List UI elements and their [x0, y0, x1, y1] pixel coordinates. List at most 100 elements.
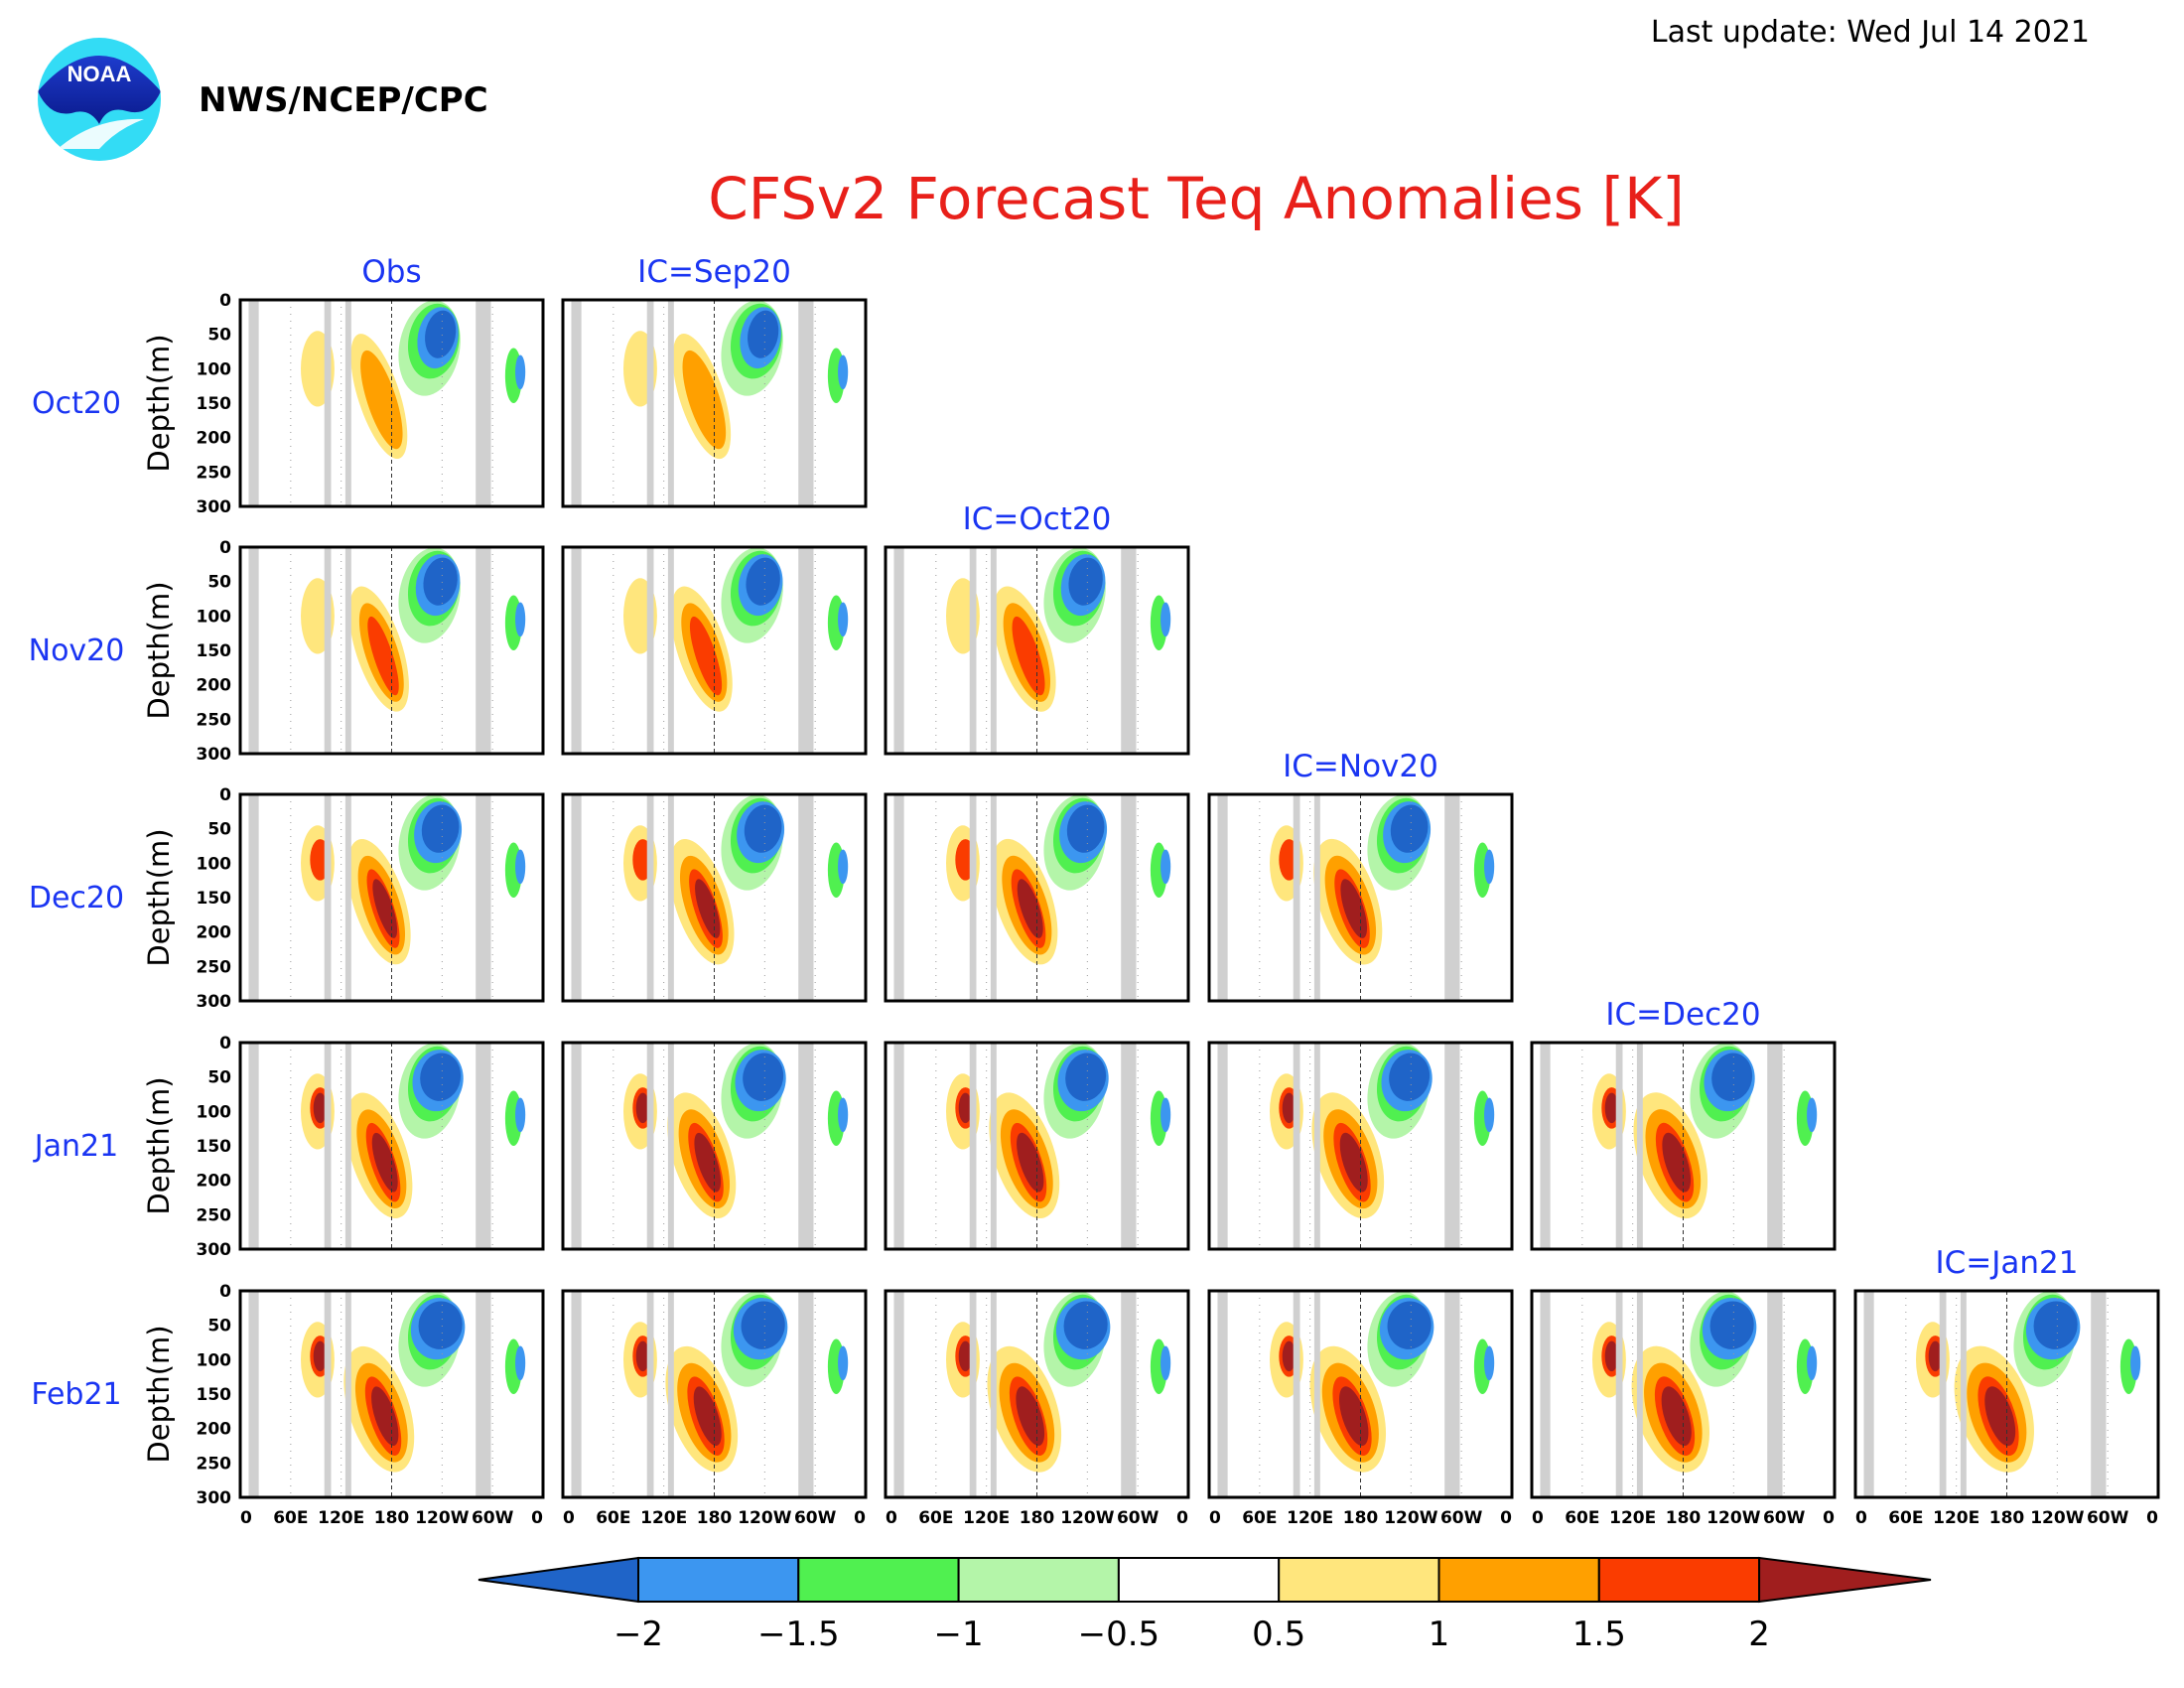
x-tick-label: 120E — [1933, 1508, 1979, 1528]
y-axis-label: Depth(m) — [142, 334, 176, 472]
x-tick-label: 60E — [596, 1508, 630, 1528]
x-tick-label: 0 — [240, 1508, 252, 1528]
colorbar-tick-label: 2 — [1748, 1615, 1770, 1654]
colorbar-segment — [637, 1557, 800, 1603]
panel-Jan21-1 — [561, 1041, 868, 1251]
y-axis-label: Depth(m) — [142, 828, 176, 966]
x-tick-label: 0 — [563, 1508, 575, 1528]
y-tick-label: 100 — [197, 607, 232, 627]
row-label: Jan21 — [33, 1129, 118, 1164]
panel-Feb21-0 — [238, 1289, 545, 1499]
y-tick-label: 100 — [197, 854, 232, 874]
colorbar-segment — [957, 1557, 1120, 1603]
panel-Feb21-3 — [1207, 1289, 1514, 1499]
colorbar-tick-label: −1.5 — [757, 1615, 840, 1654]
x-tick-label: 120E — [318, 1508, 364, 1528]
panel-Feb21-5 — [1853, 1289, 2160, 1499]
colorbar-tick-label: −2 — [614, 1615, 663, 1654]
x-tick-label: 0 — [1176, 1508, 1188, 1528]
y-tick-label: 250 — [197, 710, 232, 730]
x-tick-label: 120W — [738, 1508, 791, 1528]
x-tick-label: 0 — [886, 1508, 897, 1528]
row-label: Nov20 — [29, 633, 125, 668]
x-tick-label: 120E — [640, 1508, 687, 1528]
panel-Dec20-0 — [238, 792, 545, 1003]
y-tick-label: 200 — [197, 923, 232, 943]
y-axis-label: Depth(m) — [142, 1325, 176, 1463]
panel-Nov20-2 — [884, 545, 1190, 756]
x-tick-label: 60E — [1888, 1508, 1923, 1528]
x-tick-label: 120E — [1609, 1508, 1656, 1528]
panel-Feb21-4 — [1530, 1289, 1837, 1499]
x-tick-label: 180 — [1666, 1508, 1702, 1528]
y-tick-label: 50 — [207, 1317, 231, 1336]
panel-Dec20-1 — [561, 792, 868, 1003]
column-header: IC=Jan21 — [1936, 1245, 2079, 1281]
x-tick-label: 60E — [918, 1508, 953, 1528]
y-tick-label: 0 — [219, 1282, 231, 1302]
x-tick-label: 0 — [1823, 1508, 1835, 1528]
x-tick-label: 0 — [1209, 1508, 1221, 1528]
y-axis-label: Depth(m) — [142, 581, 176, 719]
panel-Jan21-3 — [1207, 1041, 1514, 1251]
y-tick-label: 100 — [197, 359, 232, 379]
x-tick-label: 60W — [794, 1508, 837, 1528]
panel-Nov20-0 — [238, 545, 545, 756]
y-tick-label: 50 — [207, 820, 231, 840]
y-tick-label: 250 — [197, 463, 232, 483]
y-tick-label: 300 — [197, 745, 232, 765]
panel-Dec20-3 — [1207, 792, 1514, 1003]
x-tick-label: 180 — [697, 1508, 733, 1528]
panel-Jan21-0 — [238, 1041, 545, 1251]
panels-layer: Oct20 Depth(m) 0 50 100 150 200 250 300 Obs IC=Sep… — [29, 254, 2160, 1528]
x-tick-label: 0 — [531, 1508, 543, 1528]
y-tick-label: 300 — [197, 1488, 232, 1508]
y-tick-label: 250 — [197, 1454, 232, 1474]
noaa-logo: NOAA — [38, 38, 161, 161]
noaa-logo-text: NOAA — [68, 62, 132, 86]
x-tick-label: 120E — [963, 1508, 1010, 1528]
y-tick-label: 150 — [197, 394, 232, 414]
column-header: IC=Oct20 — [963, 501, 1112, 537]
x-tick-label: 120W — [1060, 1508, 1114, 1528]
x-tick-label: 60E — [1242, 1508, 1277, 1528]
y-tick-label: 50 — [207, 326, 231, 346]
agency-label: NWS/NCEP/CPC — [199, 80, 488, 120]
x-tick-label: 60E — [273, 1508, 308, 1528]
panel-Nov20-1 — [561, 545, 868, 756]
chart-title: CFSv2 Forecast Teq Anomalies [K] — [708, 165, 1685, 232]
x-tick-label: 60W — [2087, 1508, 2129, 1528]
panel-Oct20-1 — [561, 298, 868, 508]
y-tick-label: 300 — [197, 992, 232, 1012]
y-tick-label: 250 — [197, 957, 232, 977]
x-tick-label: 120W — [1706, 1508, 1760, 1528]
colorbar-tick-label: 0.5 — [1252, 1615, 1305, 1654]
y-tick-label: 0 — [219, 538, 231, 558]
row-label: Dec20 — [29, 881, 124, 915]
x-tick-label: 60W — [1763, 1508, 1806, 1528]
colorbar-tick-label: −1 — [934, 1615, 984, 1654]
y-tick-label: 300 — [197, 497, 232, 517]
colorbar-tick-label: 1.5 — [1572, 1615, 1626, 1654]
y-tick-label: 50 — [207, 573, 231, 593]
y-tick-label: 0 — [219, 291, 231, 311]
x-tick-label: 0 — [2146, 1508, 2158, 1528]
y-axis-label: Depth(m) — [142, 1076, 176, 1214]
y-tick-label: 200 — [197, 1420, 232, 1440]
row-label: Oct20 — [32, 386, 121, 421]
panel-Oct20-0 — [238, 298, 545, 508]
x-tick-label: 120W — [415, 1508, 469, 1528]
x-tick-label: 180 — [1343, 1508, 1379, 1528]
y-tick-label: 200 — [197, 429, 232, 449]
column-header: IC=Nov20 — [1283, 749, 1438, 784]
panel-Jan21-2 — [884, 1041, 1190, 1251]
y-tick-label: 150 — [197, 1385, 232, 1405]
x-tick-label: 0 — [1532, 1508, 1544, 1528]
x-tick-label: 120W — [2030, 1508, 2084, 1528]
panel-Jan21-4 — [1530, 1041, 1837, 1251]
colorbar-tick-label: −0.5 — [1078, 1615, 1160, 1654]
y-tick-label: 150 — [197, 641, 232, 661]
panel-Feb21-2 — [884, 1289, 1190, 1499]
x-tick-label: 0 — [854, 1508, 866, 1528]
panel-Feb21-1 — [561, 1289, 868, 1499]
